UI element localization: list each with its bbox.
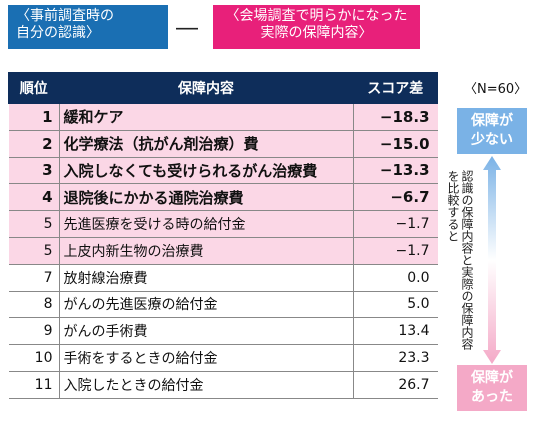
rank-cell: 5 — [8, 236, 60, 265]
table-row: 8 がんの先進医療の給付金 5.0 — [8, 290, 438, 319]
table-row: 5 先進医療を受ける時の給付金 −1.7 — [8, 210, 438, 238]
score-cell: −18.3 — [353, 103, 438, 131]
item-cell: がんの先進医療の給付金 — [59, 290, 354, 319]
item-cell: 化学療法（抗がん剤治療）費 — [59, 129, 354, 158]
item-cell: 入院したときの給付金 — [59, 370, 354, 399]
rank-cell: 10 — [8, 344, 60, 372]
prior-recognition-label: 〈事前調査時の 自分の認識〉 — [8, 5, 168, 49]
rank-cell: 2 — [8, 129, 60, 158]
score-cell: 0.0 — [353, 263, 438, 292]
item-cell: 上皮内新生物の治療費 — [59, 236, 354, 265]
less-coverage-text: 保障が 少ない — [471, 113, 513, 148]
prior-recognition-text: 〈事前調査時の 自分の認識〉 — [16, 8, 114, 41]
score-cell: −15.0 — [353, 129, 438, 158]
score-cell: 13.4 — [353, 317, 438, 346]
more-coverage-text: 保障が あった — [471, 370, 513, 405]
score-cell: 23.3 — [353, 344, 438, 372]
double-arrow-icon — [483, 156, 501, 364]
score-cell: 5.0 — [353, 290, 438, 319]
minus-sign: ― — [176, 16, 198, 41]
score-cell: −1.7 — [353, 210, 438, 238]
rank-cell: 3 — [8, 156, 60, 185]
table-row: 3 入院しなくても受けられるがん治療費 −13.3 — [8, 156, 438, 185]
rank-cell: 11 — [8, 370, 60, 399]
column-header-item: 保障内容 — [58, 72, 354, 104]
item-cell: 退院後にかかる通院治療費 — [59, 183, 354, 212]
rank-cell: 1 — [8, 103, 60, 131]
item-cell: 緩和ケア — [59, 103, 354, 131]
rank-cell: 4 — [8, 183, 60, 212]
rank-cell: 5 — [8, 210, 60, 238]
score-cell: −6.7 — [353, 183, 438, 212]
item-cell: 放射線治療費 — [59, 263, 354, 292]
table-row: 10 手術をするときの給付金 23.3 — [8, 344, 438, 372]
table-row: 4 退院後にかかる通院治療費 −6.7 — [8, 183, 438, 212]
sample-size-label: 〈N=60〉 — [464, 82, 528, 97]
rank-cell: 8 — [8, 290, 60, 319]
item-cell: 入院しなくても受けられるがん治療費 — [59, 156, 354, 185]
item-cell: がんの手術費 — [59, 317, 354, 346]
table-row: 2 化学療法（抗がん剤治療）費 −15.0 — [8, 129, 438, 158]
column-header-score: スコア差 — [352, 72, 438, 104]
less-coverage-label: 保障が 少ない — [457, 108, 527, 154]
rank-cell: 9 — [8, 317, 60, 346]
more-coverage-label: 保障が あった — [457, 365, 527, 411]
item-cell: 先進医療を受ける時の給付金 — [59, 210, 354, 238]
item-cell: 手術をするときの給付金 — [59, 344, 354, 372]
comparison-note: 認識の保障内容と実際の保障内容を比較すると — [446, 170, 474, 350]
table-row: 9 がんの手術費 13.4 — [8, 317, 438, 346]
table-row: 7 放射線治療費 0.0 — [8, 263, 438, 292]
table-row: 5 上皮内新生物の治療費 −1.7 — [8, 236, 438, 265]
actual-content-text: 〈会場調査で明らかになった 実際の保障内容〉 — [225, 8, 408, 41]
score-table: 順位 保障内容 スコア差 1 緩和ケア −18.3 2 化学療法（抗がん剤治療）… — [8, 72, 438, 399]
rank-cell: 7 — [8, 263, 60, 292]
score-cell: −1.7 — [353, 236, 438, 265]
score-cell: −13.3 — [353, 156, 438, 185]
table-header-row: 順位 保障内容 スコア差 — [8, 72, 438, 104]
actual-content-label: 〈会場調査で明らかになった 実際の保障内容〉 — [213, 5, 420, 49]
column-header-rank: 順位 — [8, 72, 60, 104]
table-row: 11 入院したときの給付金 26.7 — [8, 370, 438, 399]
table-row: 1 緩和ケア −18.3 — [8, 103, 438, 131]
score-cell: 26.7 — [353, 370, 438, 399]
